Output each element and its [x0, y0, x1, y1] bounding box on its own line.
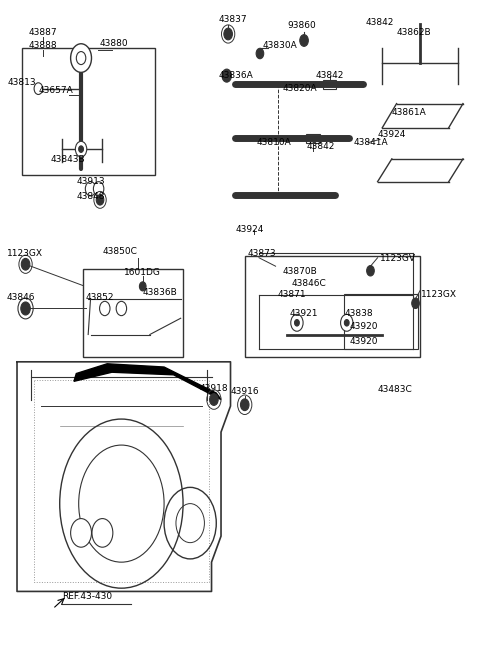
Bar [22, 49, 155, 175]
Circle shape [21, 302, 30, 315]
Text: 43843B: 43843B [50, 155, 85, 164]
Text: 43861A: 43861A [392, 108, 427, 117]
Text: 43862B: 43862B [396, 28, 431, 37]
Text: 43920: 43920 [349, 321, 378, 331]
Text: 43887: 43887 [29, 28, 58, 37]
Circle shape [96, 195, 104, 205]
Circle shape [116, 301, 127, 316]
Circle shape [71, 519, 92, 547]
Bar [323, 79, 336, 89]
Circle shape [94, 182, 104, 196]
Text: 43657A: 43657A [38, 86, 73, 95]
Text: 93860: 93860 [288, 21, 316, 30]
Text: REF.43-430: REF.43-430 [62, 592, 112, 601]
Text: 43846C: 43846C [291, 279, 326, 288]
Text: 43870B: 43870B [283, 267, 317, 276]
Text: 43838: 43838 [344, 308, 373, 318]
Circle shape [21, 258, 30, 270]
Circle shape [341, 314, 353, 331]
Text: 1601DG: 1601DG [124, 268, 161, 277]
Circle shape [256, 49, 264, 59]
Text: 43924: 43924 [378, 131, 406, 139]
Text: 43873: 43873 [247, 249, 276, 258]
Text: 1123GX: 1123GX [7, 249, 43, 258]
Text: 43871: 43871 [278, 290, 307, 298]
Circle shape [344, 319, 349, 326]
Text: 43841A: 43841A [354, 138, 388, 147]
Circle shape [295, 319, 300, 326]
Circle shape [222, 69, 231, 82]
Text: 43846: 43846 [7, 293, 35, 302]
Text: 43852: 43852 [86, 293, 114, 302]
Text: 43836A: 43836A [219, 71, 253, 79]
Text: 1123GV: 1123GV [380, 254, 416, 263]
Text: 43837: 43837 [219, 14, 247, 24]
Text: 43850C: 43850C [102, 247, 137, 256]
Bar [84, 270, 183, 358]
Bar [344, 293, 418, 349]
Text: 43483C: 43483C [378, 385, 412, 394]
Text: 43918: 43918 [200, 384, 228, 393]
Bar [245, 256, 420, 358]
Circle shape [412, 298, 420, 308]
Text: 43920: 43920 [349, 337, 378, 346]
Text: 43813: 43813 [8, 78, 36, 87]
Circle shape [224, 28, 232, 40]
Circle shape [34, 83, 43, 94]
Circle shape [99, 301, 110, 316]
Circle shape [367, 266, 374, 276]
Circle shape [291, 314, 303, 331]
Text: 43842: 43842 [366, 18, 394, 28]
Text: 43848: 43848 [76, 192, 105, 201]
Text: 43924: 43924 [235, 225, 264, 234]
Circle shape [240, 399, 249, 411]
Circle shape [139, 282, 146, 291]
Text: 43880: 43880 [100, 39, 129, 49]
Circle shape [76, 52, 86, 64]
Text: 43842: 43842 [306, 142, 335, 151]
Circle shape [79, 146, 84, 152]
Circle shape [75, 141, 87, 157]
Bar [306, 134, 320, 142]
Text: 1123GX: 1123GX [421, 290, 457, 298]
Text: 43810A: 43810A [257, 138, 291, 147]
Text: 43830A: 43830A [263, 41, 298, 50]
Circle shape [85, 182, 96, 196]
Circle shape [210, 394, 218, 405]
Text: 43836B: 43836B [143, 288, 178, 297]
Text: 43916: 43916 [230, 387, 259, 396]
Polygon shape [74, 364, 221, 400]
Text: 43820A: 43820A [283, 83, 317, 92]
Text: 43913: 43913 [76, 177, 105, 186]
Circle shape [92, 519, 113, 547]
Text: 43842: 43842 [316, 71, 344, 79]
Circle shape [71, 44, 92, 72]
Text: 43921: 43921 [290, 308, 318, 318]
Text: 43888: 43888 [29, 41, 58, 50]
Circle shape [300, 35, 308, 47]
